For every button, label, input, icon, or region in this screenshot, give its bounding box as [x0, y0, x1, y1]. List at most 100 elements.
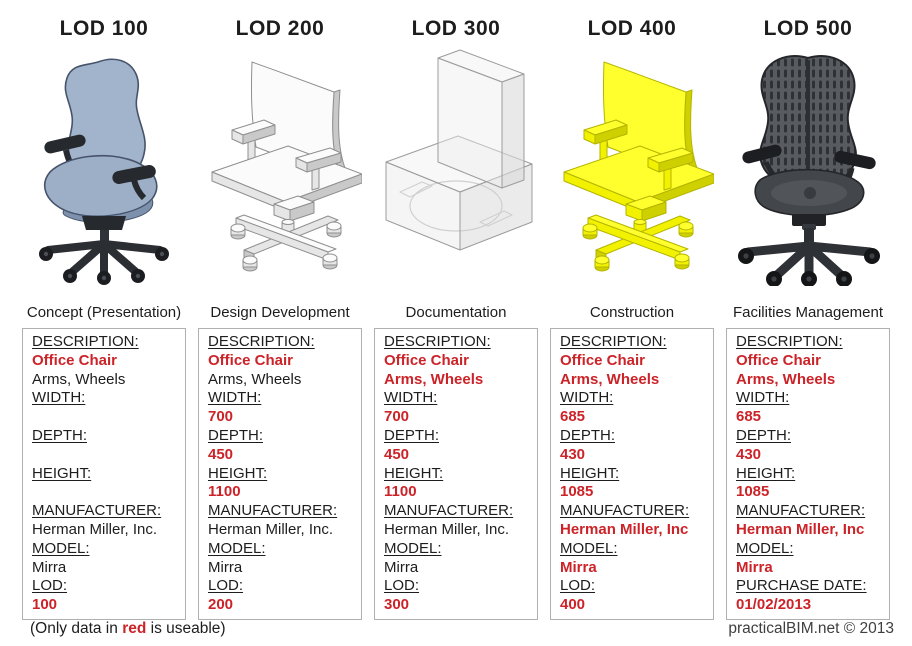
spec-field-value: 1100	[208, 483, 241, 501]
spec-field-value: Arms, Wheels	[32, 370, 126, 388]
spec-field-value: Office Chair	[384, 351, 470, 369]
spec-field-label: DEPTH:	[208, 426, 264, 444]
spec-field-value: 700	[208, 408, 234, 426]
spec-field-value: 1100	[384, 483, 417, 501]
chair-lod200-cad-white-icon	[198, 46, 362, 286]
spec-field-label: HEIGHT:	[208, 464, 268, 482]
spec-field-value: 450	[384, 445, 410, 463]
spec-field-value: Herman Miller, Inc	[560, 520, 689, 538]
lod-column-500: LOD 500	[726, 16, 890, 620]
spec-field-label: DESCRIPTION:	[736, 333, 843, 350]
spec-field-value: 100	[32, 596, 58, 614]
back-bounding-box	[437, 49, 525, 189]
spec-field-label: DESCRIPTION:	[208, 333, 315, 350]
spec-field-value: Office Chair	[736, 351, 822, 369]
lod-title-300: LOD 300	[411, 17, 501, 40]
spec-box-lod100: DESCRIPTION: Office Chair Arms, Wheels WIDT…	[22, 328, 186, 620]
spec-field-value: 430	[560, 445, 586, 463]
spec-field-label: DESCRIPTION:	[32, 333, 139, 350]
spec-field-label: MODEL:	[736, 539, 794, 557]
spec-field-value: Arms, Wheels	[736, 370, 836, 388]
spec-field-label: MANUFACTURER:	[208, 502, 338, 520]
spec-field-label: WIDTH:	[736, 389, 790, 407]
lod-column-200: LOD 200 Design Development DESCRIPTION: O…	[198, 16, 362, 620]
chair-base	[39, 216, 169, 285]
spec-field-value: 685	[736, 408, 762, 426]
chair-lod400-cad-yellow-icon	[550, 46, 714, 286]
spec-field-label: DESCRIPTION:	[560, 333, 667, 350]
spec-field-label: MANUFACTURER:	[32, 502, 162, 520]
credit-text: practicalBIM.net © 2013	[728, 620, 894, 637]
spec-field-label: LOD:	[32, 577, 68, 595]
spec-field-value	[32, 408, 181, 427]
footnote-red-word: red	[122, 620, 147, 637]
spec-field-value: Herman Miller, Inc.	[208, 520, 334, 538]
spec-field-label: MODEL:	[560, 539, 618, 557]
lod-title-100: LOD 100	[59, 17, 149, 40]
footnote-suffix: is useable)	[146, 620, 226, 637]
spec-field-value: Mirra	[736, 558, 773, 576]
phase-label-300: Documentation	[405, 304, 507, 321]
spec-field-label: LOD:	[208, 577, 244, 595]
spec-field-label: MANUFACTURER:	[736, 502, 866, 520]
spec-field-label: HEIGHT:	[384, 464, 444, 482]
spec-field-value: 700	[384, 408, 410, 426]
lod-column-300: LOD 300	[374, 16, 538, 620]
spec-field-value: 300	[384, 596, 410, 614]
spec-field-value: 1085	[560, 483, 594, 501]
chair-seat	[754, 168, 865, 217]
spec-box-lod200: DESCRIPTION: Office Chair Arms, Wheels WIDT…	[198, 328, 362, 620]
spec-field-label: HEIGHT:	[736, 464, 796, 482]
chair-lod100-concept-render-icon	[22, 46, 186, 286]
spec-field-label: MANUFACTURER:	[560, 502, 690, 520]
footnote-prefix: (Only data in	[30, 620, 123, 637]
lod-column-100: LOD 100	[22, 16, 186, 620]
spec-field-value: 430	[736, 445, 762, 463]
spec-field-label: LOD:	[560, 577, 596, 595]
chair-right-arm	[112, 165, 156, 201]
phase-label-100: Concept (Presentation)	[26, 304, 182, 321]
spec-field-value: Herman Miller, Inc.	[32, 520, 158, 538]
spec-box-lod500: DESCRIPTION: Office Chair Arms, Wheels WIDT…	[726, 328, 890, 620]
phase-label-400: Construction	[589, 304, 675, 321]
spec-field-label: WIDTH:	[384, 389, 438, 407]
spec-field-value: Arms, Wheels	[560, 370, 660, 388]
chair-lod500-photo-mirra-icon	[726, 46, 890, 286]
footnote: (Only data in red is useable)	[30, 620, 226, 638]
spec-field-value: Arms, Wheels	[384, 370, 484, 388]
chair-back	[759, 55, 857, 188]
lod-title-200: LOD 200	[235, 17, 325, 40]
phase-label-500: Facilities Management	[732, 304, 884, 321]
chair-lod300-bounding-box-icon	[374, 46, 538, 286]
spec-field-label: WIDTH:	[208, 389, 262, 407]
spec-field-label: DEPTH:	[560, 426, 616, 444]
spec-field-value: 400	[560, 596, 586, 614]
spec-field-value: Herman Miller, Inc.	[384, 520, 510, 538]
spec-field-value: 450	[208, 445, 234, 463]
lod-column-400: LOD 400 Construction DESCRIPTION: Office …	[550, 16, 714, 620]
spec-field-value: Mirra	[560, 558, 597, 576]
spec-field-label: DEPTH:	[384, 426, 440, 444]
spec-field-value: 1085	[736, 483, 770, 501]
spec-box-lod400: DESCRIPTION: Office Chair Arms, Wheels WIDT…	[550, 328, 714, 620]
spec-field-label: DEPTH:	[736, 426, 792, 444]
phase-label-200: Design Development	[210, 304, 350, 321]
spec-box-lod300: DESCRIPTION: Office Chair Arms, Wheels WIDT…	[374, 328, 538, 620]
spec-field-value: 200	[208, 596, 234, 614]
spec-field-label: PURCHASE DATE:	[736, 577, 867, 595]
footer: (Only data in red is useable) practicalB…	[30, 620, 894, 638]
spec-field-value: Mirra	[32, 558, 67, 576]
chair-base	[738, 214, 880, 286]
spec-field-label: MODEL:	[208, 539, 266, 557]
spec-field-value	[32, 483, 181, 502]
spec-field-label: DESCRIPTION:	[384, 333, 491, 350]
lod-title-500: LOD 500	[763, 17, 853, 40]
seat-bounding-box	[385, 135, 533, 251]
spec-field-value: Mirra	[384, 558, 419, 576]
spec-field-label: WIDTH:	[560, 389, 614, 407]
spec-field-value: Office Chair	[32, 351, 118, 369]
spec-field-value: Office Chair	[208, 351, 294, 369]
spec-field-label: DEPTH:	[32, 426, 88, 444]
spec-field-label: MODEL:	[32, 539, 90, 557]
